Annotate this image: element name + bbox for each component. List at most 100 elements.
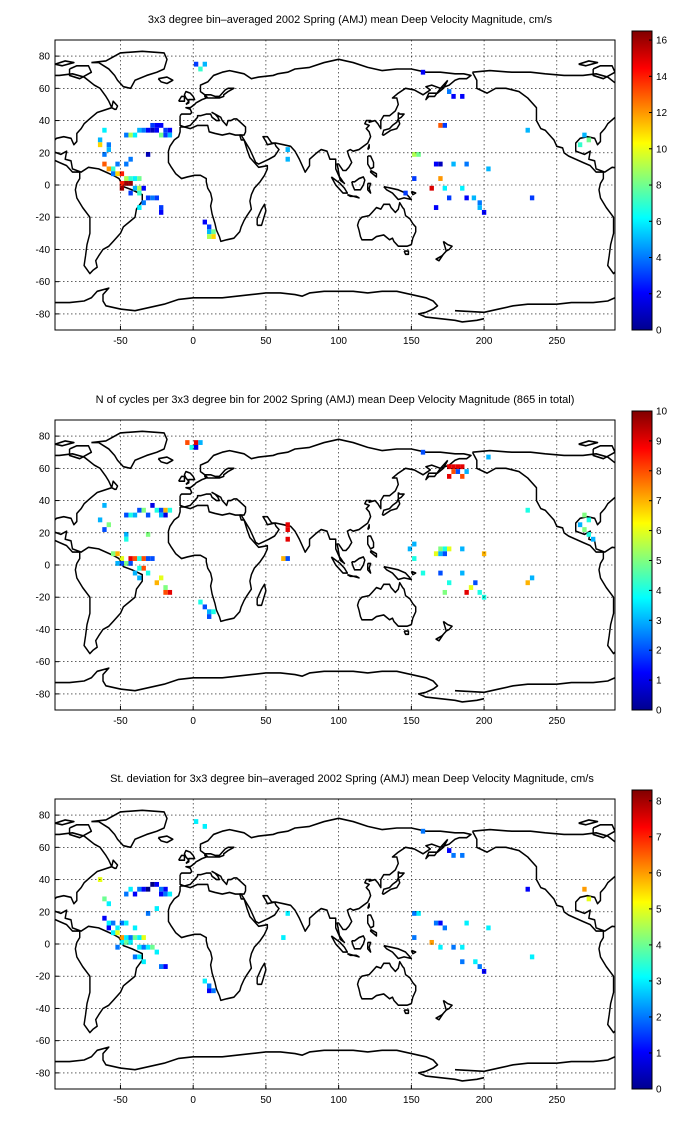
data-cell (460, 570, 465, 576)
data-cell (132, 176, 138, 181)
x-tick-label: 150 (403, 716, 420, 727)
colorbar: 0 2 4 6 8 10 12 14 16 (631, 30, 668, 337)
colorbar-tick-label: 4 (656, 253, 662, 264)
data-cell (429, 939, 434, 945)
data-cell (477, 964, 482, 969)
colorbar-tick-label: 4 (656, 940, 662, 951)
plot-frame (54, 39, 616, 331)
x-tick-label: 200 (476, 1095, 493, 1106)
data-cell (429, 185, 434, 191)
panel-title: N of cycles per 3x3 degree bin for 2002 … (96, 394, 575, 406)
colorbar-tick-label: 0 (656, 326, 662, 337)
data-cell (137, 127, 142, 133)
bin-cells (97, 61, 591, 239)
data-cell (128, 180, 133, 186)
data-cell (111, 920, 116, 926)
data-cell (128, 939, 133, 945)
data-cell (137, 185, 142, 191)
data-cell (124, 180, 129, 186)
y-tick-label: 80 (39, 432, 51, 443)
data-cell (111, 930, 116, 936)
data-cell (141, 127, 146, 133)
x-tick-label: 50 (260, 1095, 272, 1106)
data-cell (207, 234, 212, 239)
data-cell (442, 122, 447, 128)
data-cell (159, 512, 164, 518)
data-cell (468, 585, 474, 590)
data-cell (202, 978, 207, 984)
colorbar-tick-label: 8 (656, 181, 662, 192)
y-tick-label: 80 (39, 811, 51, 822)
y-tick-label: 20 (39, 907, 51, 918)
data-cell (193, 61, 199, 67)
data-cell (150, 195, 155, 201)
data-cell (211, 609, 216, 615)
data-cell (150, 122, 155, 128)
data-cell (442, 551, 447, 557)
data-cell (460, 852, 465, 858)
data-cell (486, 454, 491, 460)
data-cell (132, 954, 138, 960)
data-cell (442, 925, 447, 931)
data-cell (438, 551, 443, 557)
data-cell (119, 556, 125, 561)
y-tick-label: 40 (39, 116, 51, 127)
panel-std-deviation: St. deviation for 3x3 degree bin–average… (36, 773, 662, 1106)
y-tick-label: -20 (36, 972, 51, 983)
data-cell (577, 522, 583, 528)
x-tick-label: 0 (190, 1095, 196, 1106)
colorbar-tick-label: 6 (656, 868, 662, 879)
data-cell (412, 556, 417, 561)
data-cell (211, 234, 216, 239)
data-cell (207, 983, 212, 989)
data-cell (145, 512, 151, 518)
data-cell (460, 473, 465, 479)
data-cell (154, 949, 159, 955)
colorbar-tick-label: 3 (656, 616, 662, 627)
y-tick-label: -40 (36, 245, 51, 256)
data-cell (137, 944, 142, 950)
data-cell (451, 93, 456, 99)
y-tick-label: -80 (36, 689, 51, 700)
data-cell (460, 185, 465, 191)
data-cell (137, 565, 142, 571)
data-cell (285, 910, 290, 916)
data-cell (150, 881, 155, 887)
data-cell (102, 502, 107, 508)
colorbar: 0 1 2 3 4 5 6 7 8 (631, 789, 662, 1096)
data-cell (141, 185, 146, 191)
data-cell (97, 142, 103, 148)
colorbar-tick-label: 6 (656, 217, 662, 228)
data-cell (132, 570, 138, 576)
data-cell (102, 896, 107, 902)
data-cell (124, 531, 129, 537)
colorbar-tick-label: 8 (656, 796, 662, 807)
y-tick-label: -60 (36, 657, 51, 668)
data-cell (460, 93, 465, 99)
data-cell (486, 166, 491, 172)
data-cell (128, 176, 133, 181)
data-cell (106, 147, 111, 152)
data-cell (167, 507, 173, 513)
data-cell (591, 536, 596, 542)
data-cell (128, 132, 133, 138)
data-cell (124, 939, 129, 945)
data-cell (464, 920, 469, 926)
data-cell (207, 614, 212, 619)
data-cell (529, 575, 535, 581)
data-cell (159, 886, 164, 892)
data-cell (124, 176, 129, 181)
data-cell (119, 185, 125, 191)
data-cell (281, 935, 286, 940)
data-cell (281, 556, 286, 561)
data-cell (132, 556, 138, 561)
data-cell (124, 560, 129, 566)
data-cell (124, 935, 129, 940)
data-cell (198, 599, 203, 605)
data-cell (115, 560, 120, 566)
colorbar-tick-label: 0 (656, 706, 662, 717)
y-tick-label: -20 (36, 213, 51, 224)
colorbar-tick-label: 1 (656, 676, 662, 687)
colorbar-tick-label: 10 (656, 407, 668, 418)
data-cell (433, 920, 439, 926)
